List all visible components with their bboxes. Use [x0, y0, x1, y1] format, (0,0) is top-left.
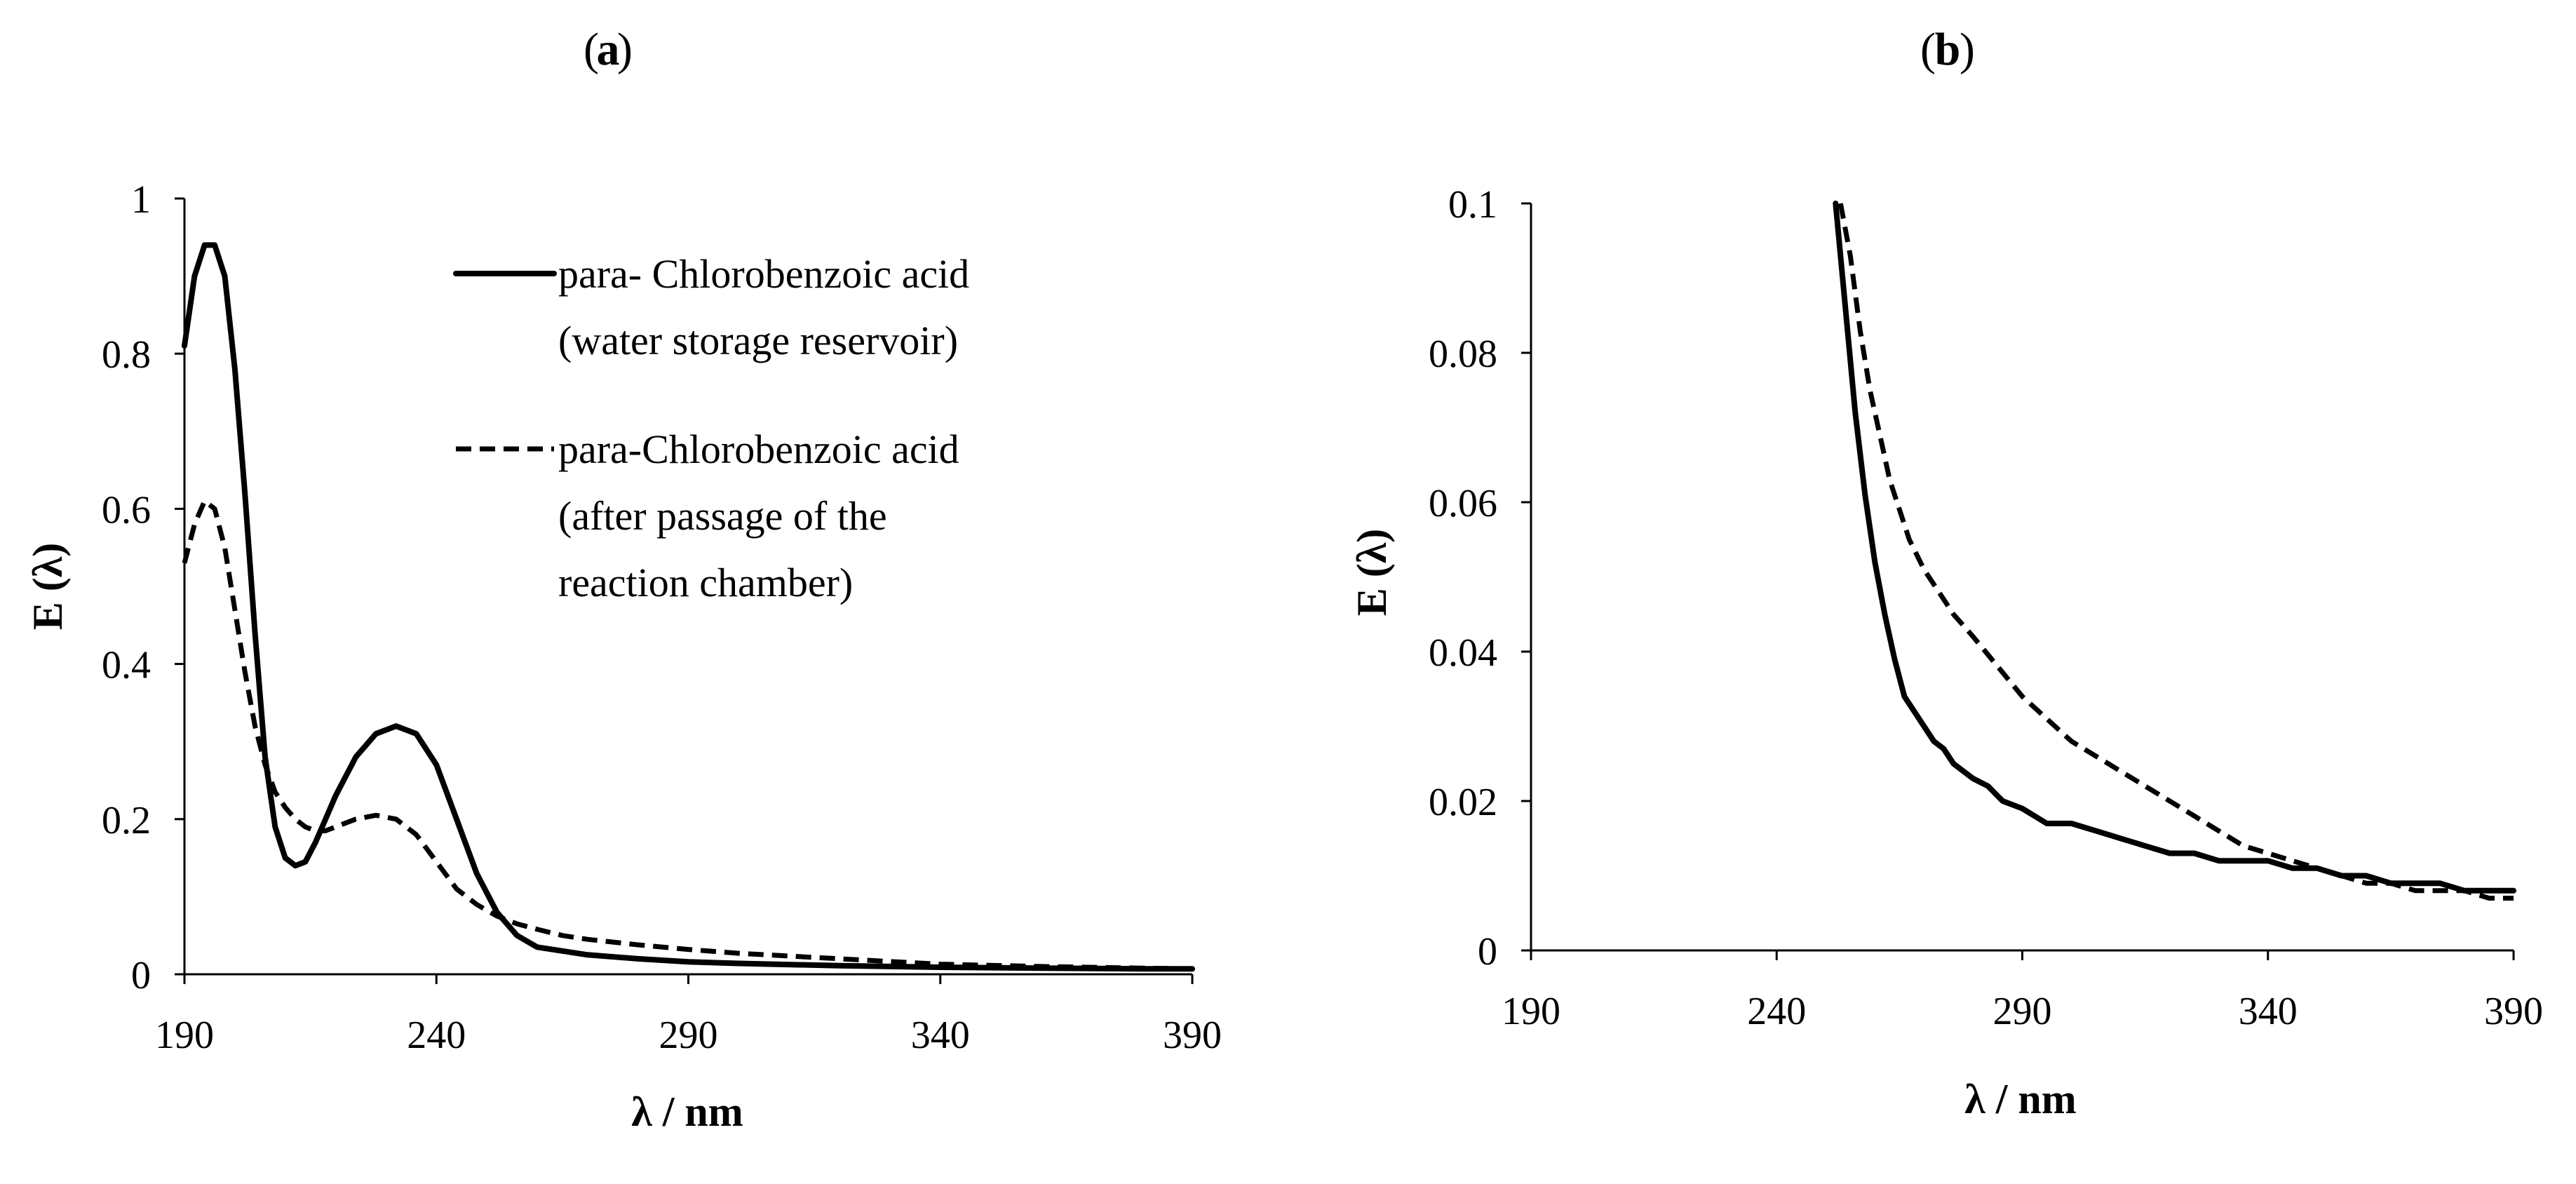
chart-a-y-tick-label-5: 1: [131, 178, 151, 222]
panel-a-heading: ( a ): [584, 24, 633, 75]
panel-a-label: a: [597, 24, 620, 75]
legend-dashed-label-line2: (after passage of the: [558, 493, 887, 539]
chart-b-series: [1833, 201, 2516, 901]
chart-b-ticks: 190 240 290 340 390 0 0.02 0.04 0.06 0.08 0.1: [1429, 183, 2543, 1033]
chart-a-y-tick-label-3: 0.6: [102, 488, 151, 532]
chart-b-x-tick-label-0: 190: [1502, 990, 1560, 1033]
panel-b-heading: ( b ): [1920, 24, 1975, 75]
chart-a-x-tick-label-4: 390: [1163, 1014, 1222, 1057]
chart-a-y-tick-label-2: 0.4: [102, 644, 151, 687]
chart-b-x-tick-label-1: 240: [1747, 990, 1806, 1033]
chart-a-y-tick-label-1: 0.2: [102, 799, 151, 842]
chart-a-x-tick-label-2: 290: [659, 1014, 718, 1057]
chart-b-y-tick-label-4: 0.08: [1429, 332, 1497, 376]
legend-solid-label: para- Chlorobenzoic acid: [558, 251, 969, 297]
legend-dashed-label-line3: reaction chamber): [558, 560, 853, 605]
chart-b: 190 240 290 340 390 0 0.02 0.04 0.06 0.08 0.1 λ / …: [1349, 183, 2543, 1122]
panel-b-label: b: [1935, 24, 1961, 75]
panel-a-paren-open: (: [584, 24, 599, 75]
chart-b-x-tick-label-3: 340: [2239, 990, 2298, 1033]
chart-a-y-title: E (λ): [25, 543, 71, 630]
legend-dashed-label: para-Chlorobenzoic acid: [558, 426, 959, 472]
chart-a-series: [182, 242, 1195, 972]
chart-a-y-tick-label-0: 0: [131, 954, 151, 997]
chart-a-legend: para- Chlorobenzoic acid (water storage …: [453, 251, 969, 605]
chart-b-y-tick-label-0: 0: [1478, 930, 1497, 974]
legend-solid-label-line2: (water storage reservoir): [558, 318, 958, 363]
chart-b-y-tick-label-2: 0.04: [1429, 631, 1497, 675]
chart-b-x-title: λ / nm: [1964, 1076, 2077, 1122]
panel-b-paren-open: (: [1920, 24, 1936, 75]
panel-b-paren-close: ): [1960, 24, 1975, 75]
chart-b-y-title: E (λ): [1349, 529, 1395, 616]
chart-b-y-tick-label-5: 0.1: [1448, 183, 1497, 227]
chart-b-series-solid-line: [1833, 201, 2516, 894]
chart-a-series-solid-line: [182, 242, 1195, 972]
chart-b-y-tick-label-3: 0.06: [1429, 482, 1497, 525]
chart-a-x-tick-label-3: 340: [911, 1014, 970, 1057]
chart-b-y-tick-label-1: 0.02: [1429, 781, 1497, 824]
chart-a-x-tick-label-1: 240: [407, 1014, 466, 1057]
chart-a-y-tick-label-4: 0.8: [102, 333, 151, 377]
chart-b-x-tick-label-4: 390: [2484, 990, 2543, 1033]
chart-b-x-tick-label-2: 290: [1993, 990, 2052, 1033]
chart-a-x-tick-label-0: 190: [155, 1014, 214, 1057]
chart-b-series-dashed-line: [1837, 203, 2514, 901]
chart-a: 190 240 290 340 390 0 0.2 0.4 0.6 0.8 1 λ / nm E (…: [25, 178, 1222, 1135]
chart-a-x-title: λ / nm: [631, 1089, 743, 1135]
chart-a-ticks: 190 240 290 340 390 0 0.2 0.4 0.6 0.8 1: [102, 178, 1222, 1057]
panel-a-paren-close: ): [617, 24, 633, 75]
